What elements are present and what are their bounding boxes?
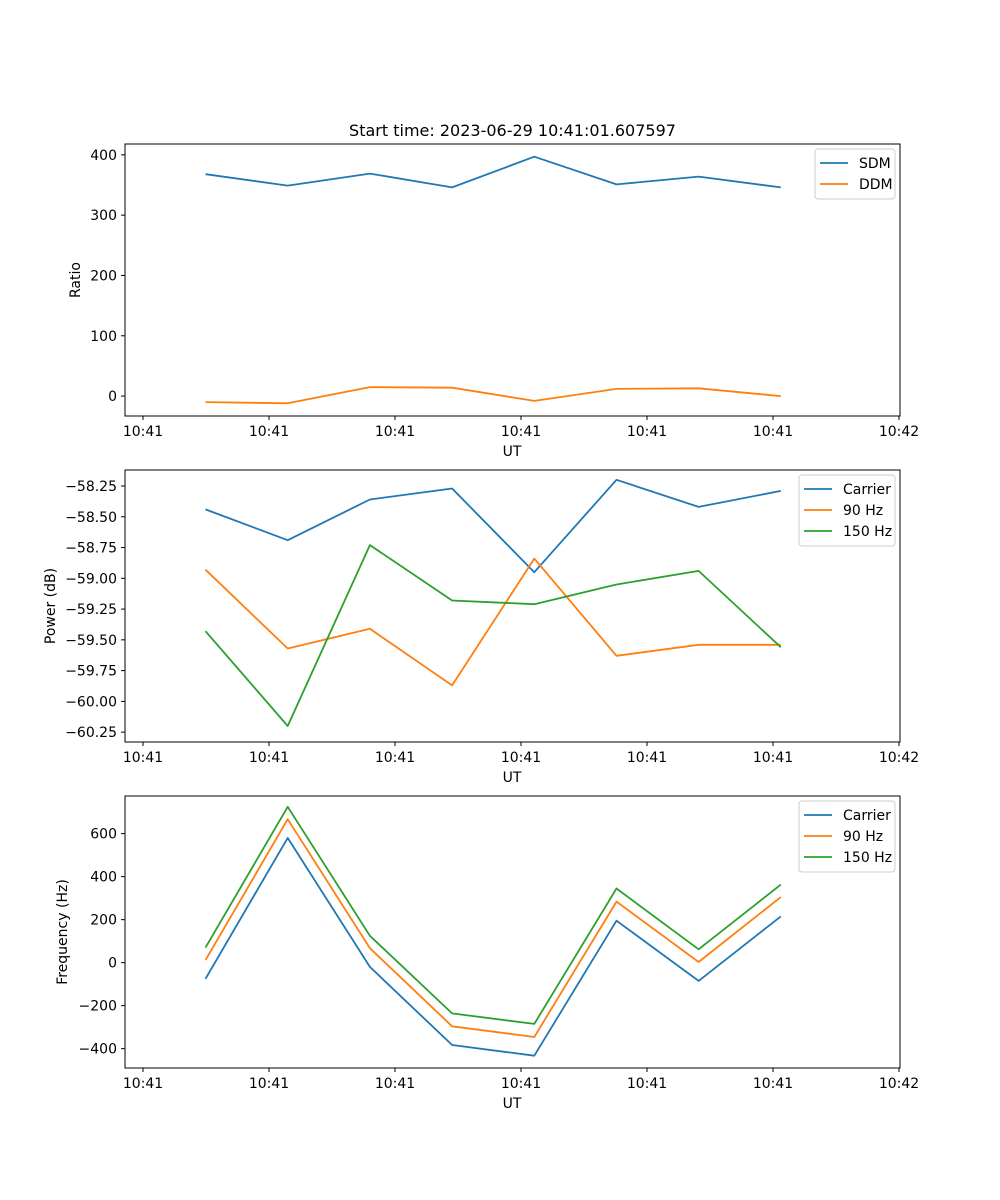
- frequency-y-tick-label: −400: [79, 1042, 117, 1058]
- ratio-y-axis-label: Ratio: [68, 262, 84, 298]
- ratio-legend-label-ddm: DDM: [859, 177, 893, 193]
- frequency-legend-label-90-hz: 90 Hz: [843, 829, 883, 845]
- subplot-ratio: 10:41 10:41 10:41 10:41 10:41 10:41 10:42 UT 0 10…: [68, 143, 919, 460]
- frequency-y-tick-label: 400: [90, 870, 117, 886]
- power-y-tick-label: −59.75: [65, 664, 117, 680]
- power-x-tick-label: 10:42: [879, 750, 919, 766]
- ratio-y-tick-label: 100: [90, 329, 117, 345]
- power-series-carrier-line: [205, 478, 781, 574]
- ratio-y-tick-label: 200: [90, 268, 117, 284]
- ratio-x-tick-label: 10:41: [753, 424, 793, 440]
- ratio-legend-label-sdm: SDM: [859, 156, 891, 172]
- frequency-y-axis-label: Frequency (Hz): [55, 879, 71, 985]
- power-y-axis-label: Power (dB): [43, 568, 59, 644]
- power-x-tick-label: 10:41: [249, 750, 289, 766]
- frequency-x-axis-label: UT: [503, 1096, 522, 1112]
- ratio-x-tick-label: 10:41: [249, 424, 289, 440]
- ratio-y-tick-label: 300: [90, 208, 117, 224]
- ratio-legend-box: [814, 148, 896, 200]
- frequency-legend-label-150-hz: 150 Hz: [843, 850, 892, 866]
- power-y-tick-label: −58.75: [65, 541, 117, 557]
- frequency-legend-label-carrier: Carrier: [843, 808, 891, 824]
- power-x-axis-label: UT: [503, 770, 522, 786]
- frequency-legend-box: [798, 800, 896, 873]
- power-legend: Carrier 90 Hz 150 Hz: [798, 474, 896, 547]
- power-x-tick-label: 10:41: [375, 750, 415, 766]
- ratio-x-tick-label: 10:41: [627, 424, 667, 440]
- ratio-x-tick-label: 10:41: [501, 424, 541, 440]
- ratio-x-axis-label: UT: [503, 444, 522, 460]
- power-legend-label-carrier: Carrier: [843, 482, 891, 498]
- frequency-y-tick-label: 200: [90, 913, 117, 929]
- ratio-x-tick-label: 10:41: [375, 424, 415, 440]
- frequency-series-90-hz-line: [204, 818, 782, 1038]
- frequency-x-tick-label: 10:41: [375, 1076, 415, 1092]
- frequency-x-tick-label: 10:41: [123, 1076, 163, 1092]
- subplot-frequency: 10:41 10:41 10:41 10:41 10:41 10:41 10:42 UT −40…: [55, 795, 919, 1112]
- frequency-x-tick-label: 10:42: [879, 1076, 919, 1092]
- power-y-tick-label: −60.00: [65, 694, 117, 710]
- ratio-x-tick-label: 10:42: [879, 424, 919, 440]
- ratio-y-tick-label: 0: [108, 389, 117, 405]
- power-x-tick-label: 10:41: [501, 750, 541, 766]
- frequency-axes-frame: [124, 795, 901, 1069]
- frequency-legend: Carrier 90 Hz 150 Hz: [798, 800, 896, 873]
- ratio-axes-frame: [124, 143, 901, 417]
- power-y-tick-label: −59.00: [65, 571, 117, 587]
- power-axes-frame: [124, 469, 901, 743]
- frequency-x-tick-label: 10:41: [501, 1076, 541, 1092]
- ratio-legend: SDM DDM: [814, 148, 896, 200]
- power-y-tick-label: −59.25: [65, 602, 117, 618]
- ratio-series-sdm-line: [205, 155, 781, 189]
- power-series-90-hz-line: [204, 557, 781, 687]
- frequency-y-tick-label: −200: [79, 999, 117, 1015]
- power-y-tick-label: −59.50: [65, 633, 117, 649]
- subplot-power: 10:41 10:41 10:41 10:41 10:41 10:41 10:42 UT −58…: [43, 469, 919, 786]
- power-y-tick-label: −58.50: [65, 510, 117, 526]
- figure-title: Start time: 2023-06-29 10:41:01.607597: [349, 121, 676, 140]
- ratio-series-ddm-line: [205, 386, 781, 405]
- frequency-series-150-hz-line: [204, 805, 782, 1025]
- frequency-y-tick-label: 600: [90, 827, 117, 843]
- power-x-tick-label: 10:41: [123, 750, 163, 766]
- frequency-x-tick-label: 10:41: [627, 1076, 667, 1092]
- frequency-x-tick-label: 10:41: [249, 1076, 289, 1092]
- power-legend-label-150-hz: 150 Hz: [843, 524, 892, 540]
- power-x-tick-label: 10:41: [627, 750, 667, 766]
- frequency-y-tick-label: 0: [108, 956, 117, 972]
- power-x-tick-label: 10:41: [753, 750, 793, 766]
- power-series-150-hz-line: [204, 544, 782, 727]
- ratio-x-tick-label: 10:41: [123, 424, 163, 440]
- power-y-tick-label: −60.25: [65, 725, 117, 741]
- power-legend-label-90-hz: 90 Hz: [843, 503, 883, 519]
- frequency-x-tick-label: 10:41: [753, 1076, 793, 1092]
- power-legend-box: [798, 474, 896, 547]
- frequency-series-carrier-line: [204, 837, 782, 1057]
- ratio-y-tick-label: 400: [90, 148, 117, 164]
- power-y-tick-label: −58.25: [65, 479, 117, 495]
